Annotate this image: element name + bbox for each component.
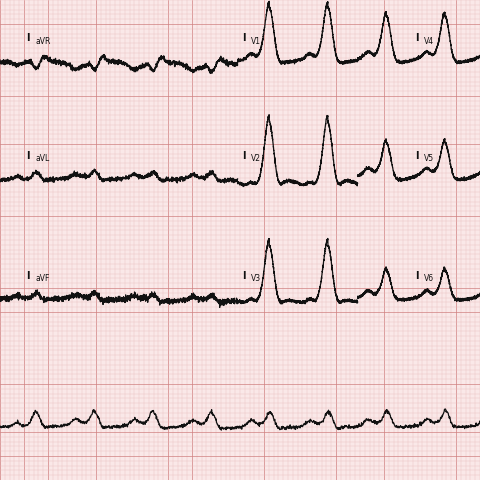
Text: aVR: aVR xyxy=(35,36,50,46)
Text: I: I xyxy=(242,33,246,43)
Text: I: I xyxy=(26,33,30,43)
Text: V2: V2 xyxy=(251,154,261,163)
Text: V5: V5 xyxy=(424,154,434,163)
Text: I: I xyxy=(242,271,246,281)
Text: I: I xyxy=(26,271,30,281)
Text: V3: V3 xyxy=(251,274,261,283)
Text: V6: V6 xyxy=(424,274,434,283)
Text: aVL: aVL xyxy=(35,154,49,163)
Text: I: I xyxy=(242,151,246,161)
Text: I: I xyxy=(415,33,419,43)
Text: V4: V4 xyxy=(424,36,434,46)
Text: I: I xyxy=(415,271,419,281)
Text: I: I xyxy=(415,151,419,161)
Text: aVF: aVF xyxy=(35,274,49,283)
Text: V1: V1 xyxy=(251,36,261,46)
Text: I: I xyxy=(26,151,30,161)
